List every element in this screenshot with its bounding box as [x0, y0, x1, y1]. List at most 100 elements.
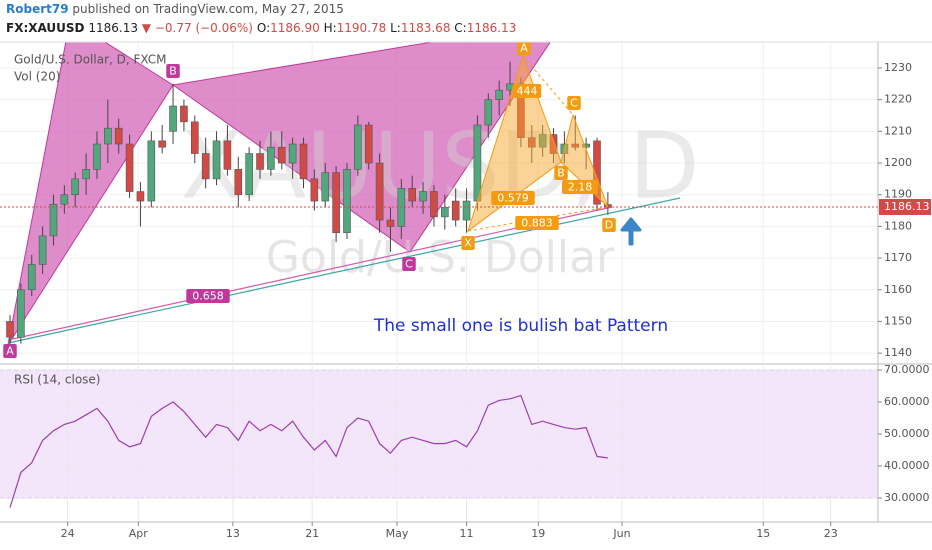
x-tick-label: Apr [129, 527, 149, 540]
candle-body [60, 194, 69, 205]
y-tick-label: 40.0000 [884, 459, 930, 472]
pattern-label: 0.579 [497, 192, 529, 205]
pattern-label-bg [461, 236, 475, 250]
candle-body [473, 124, 482, 202]
trend-line [7, 197, 681, 344]
candle-body [408, 188, 417, 202]
candle-body [484, 99, 493, 126]
candle-body [125, 143, 134, 192]
y-tick-label: 1190 [884, 188, 912, 201]
candle-body [364, 124, 373, 164]
ohlc-key: L: [390, 21, 401, 35]
pattern-label: B [557, 167, 565, 180]
candle-body [288, 143, 297, 164]
candle-body [256, 153, 264, 170]
pattern-label-bg [602, 218, 616, 232]
candle-body [114, 127, 123, 145]
pattern-label-bg [402, 257, 416, 271]
candle-body [386, 219, 395, 227]
candle-body [310, 178, 319, 202]
y-tick-label: 1230 [884, 61, 912, 74]
candle-body [6, 321, 14, 338]
pattern-label: 444 [517, 85, 538, 98]
price-axis-bg [878, 42, 932, 522]
pattern-label: 0.883 [521, 217, 553, 230]
pattern-label-bg [517, 42, 531, 55]
pattern-label-bg [491, 191, 535, 205]
pattern-label: 2.18 [568, 181, 593, 194]
watermark: Gold/U.S. Dollar [266, 232, 615, 283]
bat-ratio-line [467, 161, 562, 232]
x-tick-label: 13 [226, 527, 240, 540]
candle-body [354, 124, 362, 170]
candle-body [17, 289, 25, 338]
candle-body [190, 121, 199, 154]
pattern-label: A [6, 345, 14, 358]
candle-body [267, 146, 275, 170]
candle-body [147, 140, 156, 202]
candle-body [27, 264, 36, 291]
pattern-label-bg [562, 180, 598, 194]
arrow: ▼ [141, 21, 152, 35]
pattern-label: D [605, 219, 613, 232]
ohlc-value: 1183.68 [400, 21, 451, 35]
candle-body [71, 178, 80, 196]
quote-line: FX:XAUUSD 1186.13 ▼ −0.77 (−0.06%) O:118… [6, 19, 906, 38]
y-tick-label: 1170 [884, 251, 912, 264]
candle-body [441, 207, 449, 218]
pattern-label-bg [567, 96, 581, 110]
publish-line: Robert79 published on TradingView.com, M… [6, 0, 906, 19]
ohlc-key: C: [454, 21, 467, 35]
candle-body [223, 140, 232, 170]
header: Robert79 published on TradingView.com, M… [6, 0, 906, 38]
x-tick-label: Jun [612, 527, 630, 540]
user-name[interactable]: Robert79 [6, 2, 69, 16]
candle-body [419, 191, 427, 202]
y-tick-label: 60.0000 [884, 395, 930, 408]
y-tick-label: 1210 [884, 124, 912, 137]
price-label: 1186.13 [884, 200, 930, 213]
chart-subtitle: Vol (20) [14, 70, 60, 84]
pattern-label-bg [166, 64, 180, 78]
candle-body [343, 169, 351, 234]
candle-body [234, 169, 243, 196]
x-tick-label: 23 [824, 527, 838, 540]
pattern-label: B [169, 65, 177, 78]
candle-body [104, 127, 112, 145]
pattern-label: C [570, 97, 578, 110]
candle-body [375, 162, 384, 221]
candle-body [299, 143, 308, 180]
x-tick-label: May [386, 527, 409, 540]
pattern-label-bg [554, 166, 568, 180]
y-tick-label: 1180 [884, 219, 912, 232]
symbol: FX:XAUUSD [6, 21, 85, 35]
candle-body [332, 172, 340, 234]
candle-body [212, 140, 221, 180]
candle-body [136, 191, 145, 202]
pattern-label: A [520, 42, 528, 55]
candle-body [201, 153, 210, 180]
y-tick-label: 1160 [884, 283, 912, 296]
y-tick-label: 1150 [884, 314, 912, 327]
candle-body [169, 105, 177, 132]
candle-body [180, 105, 188, 123]
pattern-label: X [464, 237, 472, 250]
x-tick-label: 19 [531, 527, 545, 540]
y-tick-label: 30.0000 [884, 491, 930, 504]
watermark: XAUUSD, D [180, 112, 699, 219]
candle-body [495, 89, 503, 100]
y-tick-label: 1200 [884, 156, 912, 169]
published: published on TradingView.com, May 27, 20… [72, 2, 344, 16]
pattern-wing [7, 42, 174, 346]
x-tick-label: 21 [305, 527, 319, 540]
y-tick-label: 1220 [884, 93, 912, 106]
candle-body [38, 235, 47, 265]
candle-body [451, 200, 460, 221]
rsi-title: RSI (14, close) [14, 373, 100, 387]
price: 1186.13 [88, 21, 138, 35]
candle-body [462, 200, 471, 221]
pattern-label-bg [512, 84, 542, 98]
x-tick-label: 11 [460, 527, 474, 540]
